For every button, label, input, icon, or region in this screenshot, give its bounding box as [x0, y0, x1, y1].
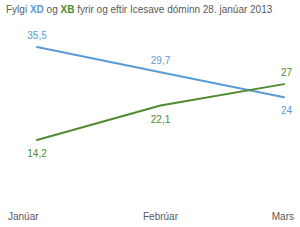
data-label: 14,2 [27, 148, 47, 159]
chart-container: Fylgi XD og XB fyrir og eftir Icesave dó… [0, 0, 300, 227]
title: Fylgi XD og XB fyrir og eftir Icesave dó… [6, 4, 273, 15]
data-label: 24 [281, 105, 293, 116]
chart-svg: Fylgi XD og XB fyrir og eftir Icesave dó… [0, 0, 300, 227]
x-tick-label: Mars [272, 211, 294, 222]
plot-lines [37, 47, 284, 140]
data-label: 29,7 [151, 55, 171, 66]
series-line [37, 84, 284, 140]
x-tick-label: Febrúar [143, 211, 179, 222]
data-label: 27 [281, 67, 293, 78]
title-part: Fylgi [6, 4, 30, 15]
data-label: 35,5 [27, 30, 47, 41]
data-label: 22,1 [151, 114, 171, 125]
title-part: og [44, 4, 61, 15]
title-part: XB [61, 4, 75, 15]
title-part: XD [30, 4, 44, 15]
title-part: fyrir og eftir Icesave dóminn 28. janúar… [74, 4, 272, 15]
x-tick-label: Janúar [8, 211, 39, 222]
